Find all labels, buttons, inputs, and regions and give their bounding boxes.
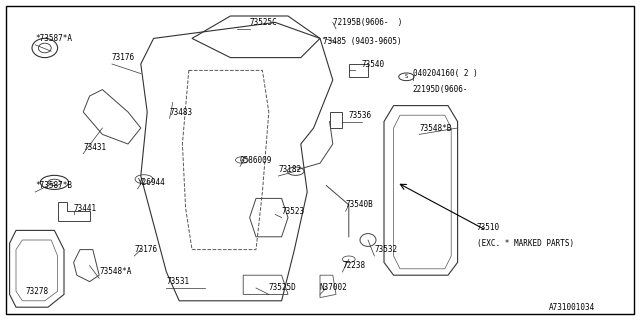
Text: 73523: 73523	[282, 207, 305, 216]
Text: 73540: 73540	[362, 60, 385, 68]
Text: Y26944: Y26944	[138, 178, 165, 187]
Text: 73540B: 73540B	[346, 200, 373, 209]
Text: 73525D: 73525D	[269, 284, 296, 292]
Text: 73485 (9403-9605): 73485 (9403-9605)	[323, 37, 402, 46]
Text: 73176: 73176	[134, 245, 157, 254]
Text: 73548*B: 73548*B	[419, 124, 452, 132]
Text: 73483: 73483	[170, 108, 193, 116]
Text: 040204160( 2 ): 040204160( 2 )	[413, 69, 477, 78]
Text: *73587*A: *73587*A	[35, 34, 72, 43]
Text: 73531: 73531	[166, 277, 189, 286]
Text: 72238: 72238	[342, 261, 365, 270]
Text: 73548*A: 73548*A	[99, 268, 132, 276]
Text: 73278: 73278	[26, 287, 49, 296]
Text: 73431: 73431	[83, 143, 106, 152]
Text: 73536: 73536	[349, 111, 372, 120]
Text: 22195D(9606-: 22195D(9606-	[413, 85, 468, 94]
Text: 73532: 73532	[374, 245, 397, 254]
Text: (EXC. * MARKED PARTS): (EXC. * MARKED PARTS)	[477, 239, 574, 248]
Text: 73176: 73176	[112, 53, 135, 62]
Text: N37002: N37002	[320, 284, 348, 292]
Text: 72195B(9606-  ): 72195B(9606- )	[333, 18, 402, 27]
Text: 73525C: 73525C	[250, 18, 277, 27]
Text: 73182: 73182	[278, 165, 301, 174]
Text: 73441: 73441	[74, 204, 97, 212]
Text: S: S	[404, 74, 408, 79]
Text: A731001034: A731001034	[549, 303, 595, 312]
Text: 73510: 73510	[477, 223, 500, 232]
Text: *73587*B: *73587*B	[35, 181, 72, 190]
Text: 0586009: 0586009	[240, 156, 273, 164]
